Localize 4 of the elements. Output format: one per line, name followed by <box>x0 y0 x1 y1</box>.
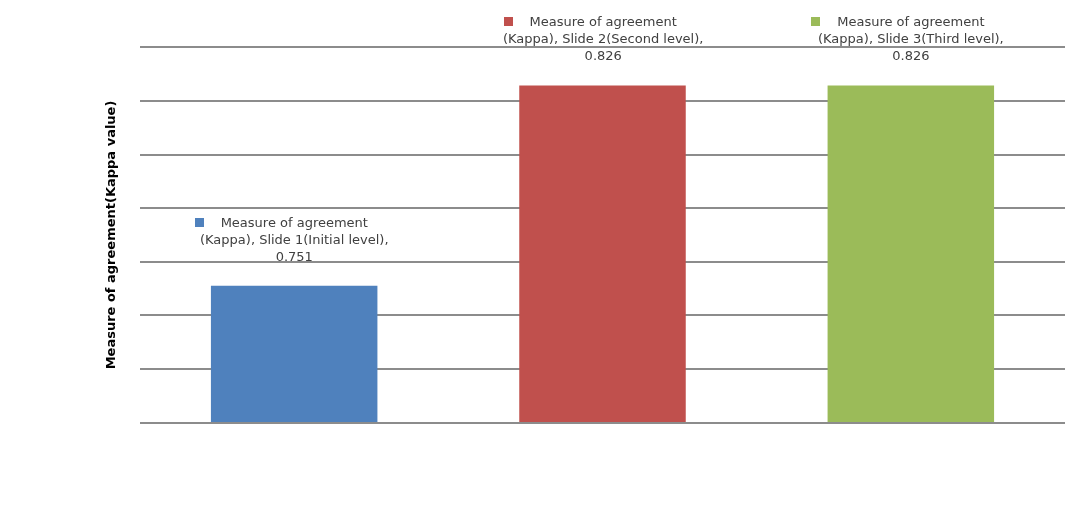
data-label: Measure of agreement (Kappa), Slide 3(Third level), 0.826 <box>818 14 1004 63</box>
y-axis-title: Measure of agreement(Kappa value) <box>102 100 118 370</box>
data-label: Measure of agreement (Kappa), Slide 1(Initial level), 0.751 <box>200 215 389 264</box>
data-label: Measure of agreement (Kappa), Slide 2(Second level), 0.826 <box>503 14 704 63</box>
